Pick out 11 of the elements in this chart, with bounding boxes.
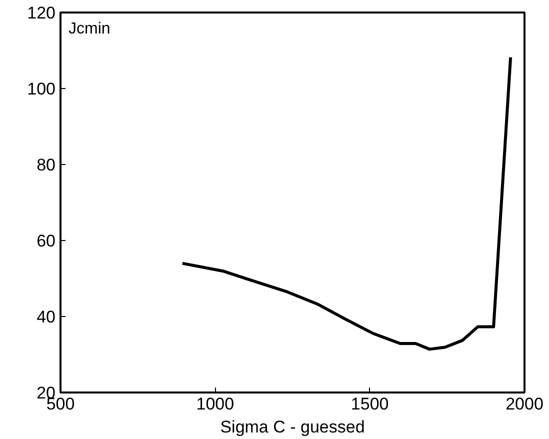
y-tick-label: 40 xyxy=(36,308,56,326)
x-axis-title: Sigma C - guessed xyxy=(220,418,365,436)
y-tick-label: 80 xyxy=(36,156,56,174)
x-tick-label: 1500 xyxy=(350,394,389,414)
x-tick-label: 2000 xyxy=(506,394,544,414)
line-series xyxy=(180,56,512,351)
x-tick-label: 1000 xyxy=(196,394,234,414)
annotation: Jcmin xyxy=(68,20,110,38)
y-tick-label: 120 xyxy=(27,4,56,22)
y-tick-label: 100 xyxy=(27,80,56,98)
y-tick-label: 60 xyxy=(36,232,56,250)
